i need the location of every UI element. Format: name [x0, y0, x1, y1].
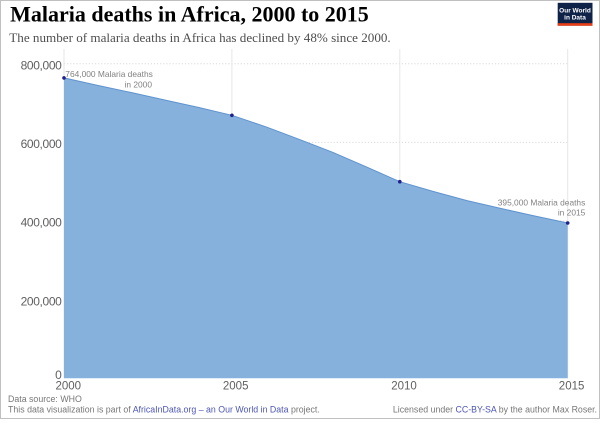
svg-text:400,000: 400,000 — [21, 216, 63, 230]
svg-text:600,000: 600,000 — [21, 137, 63, 151]
svg-text:Malaria deaths in Africa, 2000: Malaria deaths in Africa, 2000 to 2015 — [10, 2, 369, 27]
svg-text:200,000: 200,000 — [21, 294, 63, 308]
svg-text:2015: 2015 — [559, 381, 585, 393]
svg-text:This data visualization is par: This data visualization is part of Afric… — [8, 405, 320, 415]
svg-text:Our World: Our World — [559, 7, 591, 14]
svg-text:2000: 2000 — [56, 381, 82, 393]
svg-text:Licensed under CC-BY-SA by the: Licensed under CC-BY-SA by the author Ma… — [393, 405, 597, 415]
svg-text:The number of malaria deaths i: The number of malaria deaths in Africa h… — [9, 30, 390, 45]
svg-text:395,000 Malaria deaths: 395,000 Malaria deaths — [498, 198, 586, 208]
svg-text:2005: 2005 — [223, 381, 249, 393]
svg-text:Data source: WHO: Data source: WHO — [8, 394, 82, 404]
svg-text:2010: 2010 — [391, 381, 417, 393]
svg-text:in Data: in Data — [564, 15, 586, 22]
svg-text:764,000 Malaria deaths: 764,000 Malaria deaths — [65, 69, 153, 79]
svg-text:0: 0 — [55, 368, 62, 382]
svg-text:in 2000: in 2000 — [125, 80, 153, 90]
svg-text:in 2015: in 2015 — [558, 208, 586, 218]
svg-text:800,000: 800,000 — [21, 59, 63, 73]
